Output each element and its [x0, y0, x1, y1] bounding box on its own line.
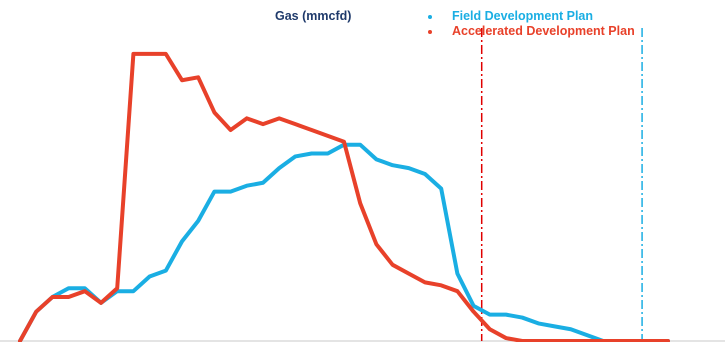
legend-item-accelerated-development: Accelerated Development Plan [428, 24, 635, 39]
chart-title: Gas (mmcfd) [275, 9, 352, 23]
markers-layer [480, 28, 643, 341]
legend-label-accelerated-development: Accelerated Development Plan [452, 24, 635, 38]
legend-label-field-development: Field Development Plan [452, 9, 594, 23]
series-layer [18, 51, 670, 342]
legend-item-field-development: Field Development Plan [428, 9, 635, 24]
series-line-0 [18, 142, 670, 342]
legend: Field Development Plan Accelerated Devel… [428, 9, 635, 39]
legend-dot-icon [428, 29, 432, 34]
legend-dot-icon [428, 14, 432, 19]
series-line-1 [18, 51, 670, 342]
